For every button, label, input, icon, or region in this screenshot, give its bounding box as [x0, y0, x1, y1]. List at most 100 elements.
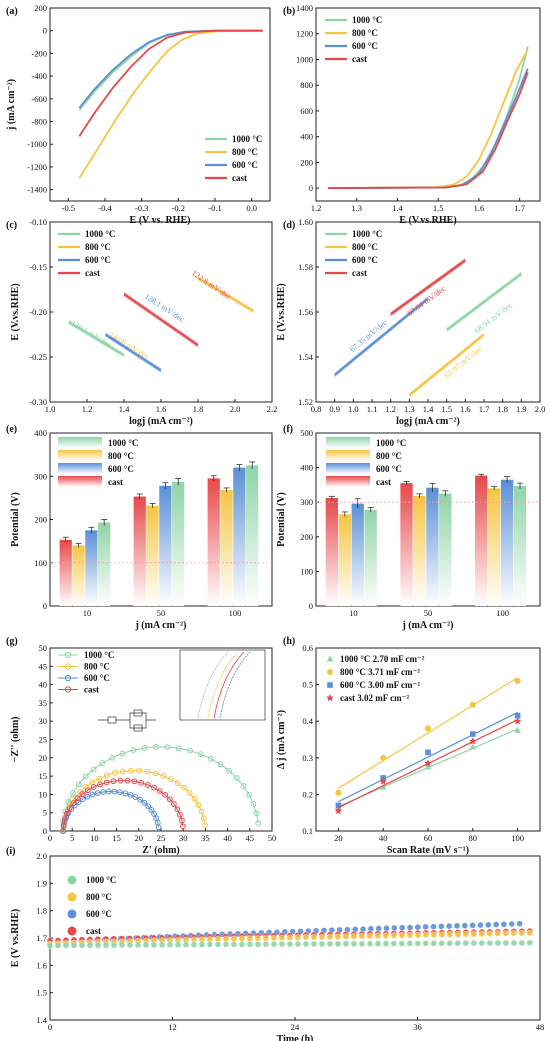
data-point — [103, 772, 110, 779]
y-tick-label: 1200 — [296, 29, 313, 39]
data-point — [131, 778, 138, 785]
data-point — [111, 788, 118, 795]
y-axis-label: E (V vs.RHE) — [10, 909, 21, 967]
legend-b-label: 600 °C — [352, 41, 378, 51]
data-point — [60, 828, 67, 834]
y-tick-label: 2.0 — [36, 851, 47, 861]
data-point — [462, 931, 470, 938]
x-tick-label: 50 — [268, 833, 277, 843]
y-tick-label: 1.60 — [298, 217, 313, 227]
legend-marker — [64, 651, 72, 659]
bar — [487, 488, 501, 606]
legend-tafel-label: 800 °C — [85, 242, 111, 252]
x-tick-label: 1.7 — [514, 203, 525, 213]
legend-tafel-label: 800 °C — [352, 242, 378, 252]
data-point — [379, 783, 387, 790]
inset-curve — [197, 651, 229, 719]
bar — [98, 522, 111, 606]
data-point — [461, 922, 468, 929]
legend-label: cast — [376, 477, 391, 487]
x-tick-label: 50 — [157, 608, 166, 618]
slope-annotation: 138.1 mV/dec — [143, 292, 186, 324]
bar — [513, 485, 527, 606]
inset-curve — [213, 651, 245, 719]
data-point — [518, 930, 525, 937]
data-point — [60, 822, 67, 828]
y-tick-label: 400 — [34, 428, 47, 438]
tafel-line — [408, 333, 485, 396]
data-point — [110, 778, 117, 785]
data-point — [54, 942, 62, 949]
x-tick-label: -0.2 — [172, 203, 185, 213]
legend-marker — [67, 909, 77, 919]
x-tick-label: 1.2 — [82, 404, 93, 414]
panel-label-h: (h) — [283, 636, 295, 647]
panel-label-i: (i) — [6, 846, 15, 857]
data-point — [110, 941, 118, 949]
y-axis-label: −Z'' (ohm) — [10, 717, 21, 763]
legend-label: cast 3.02 mF cm⁻² — [340, 693, 409, 703]
data-point — [100, 789, 107, 795]
bar — [246, 465, 259, 606]
data-point — [158, 941, 166, 949]
x-tick-label: 1.6 — [460, 404, 471, 414]
data-point — [478, 939, 486, 947]
panel-label-d: (d) — [283, 220, 295, 231]
x-tick-label: 1.9 — [516, 404, 527, 414]
x-tick-label: -0.1 — [208, 203, 221, 213]
data-point — [137, 796, 144, 803]
data-point — [240, 783, 247, 789]
data-point — [486, 930, 494, 938]
data-point — [302, 934, 310, 941]
data-point — [206, 941, 214, 948]
data-point — [96, 775, 103, 782]
tafel-line — [409, 335, 485, 398]
data-point — [119, 750, 126, 757]
y-tick-label: 100 — [300, 566, 313, 576]
data-point — [198, 808, 205, 815]
y-tick-label: 0.4 — [302, 716, 313, 726]
data-point — [155, 824, 162, 831]
bar — [400, 483, 413, 606]
data-point — [494, 939, 502, 947]
data-point — [82, 773, 89, 780]
y-tick-label: 1.56 — [298, 307, 313, 317]
y-tick-label: 1.9 — [36, 878, 47, 888]
data-point — [246, 941, 254, 948]
data-point — [390, 940, 398, 947]
tafel-line — [197, 278, 254, 313]
y-tick-label: -1400 — [27, 185, 47, 195]
data-point — [84, 793, 91, 800]
tafel-line — [68, 321, 125, 356]
data-point — [178, 817, 185, 824]
data-point — [470, 731, 476, 737]
data-point — [358, 940, 366, 947]
y-tick-label: 1.7 — [36, 933, 47, 943]
data-point — [105, 788, 112, 795]
x-tick-label: 1.4 — [423, 404, 434, 414]
slope-annotation: 140.6 mV/dec — [108, 330, 152, 361]
data-point — [74, 795, 81, 802]
data-point — [238, 941, 246, 948]
legend-tafel-label: 600 °C — [85, 255, 111, 265]
y-axis-label: j (mA cm⁻²) — [6, 79, 17, 131]
x-tick-label: -0.4 — [98, 203, 112, 213]
data-point — [502, 930, 510, 937]
plot-frame — [49, 221, 273, 403]
data-point — [414, 931, 422, 939]
data-point — [79, 791, 86, 797]
data-point — [326, 933, 334, 941]
legend-swatch — [58, 437, 102, 448]
legend-marker — [327, 669, 333, 675]
plot-frame — [49, 7, 271, 202]
data-point — [508, 920, 515, 928]
data-point — [162, 791, 169, 798]
data-point — [374, 932, 382, 940]
data-point — [270, 940, 278, 948]
inset-frame — [179, 649, 266, 721]
data-point — [150, 941, 158, 949]
x-tick-label: 10 — [90, 833, 99, 843]
data-point — [122, 790, 129, 797]
semicircle-line — [62, 779, 184, 832]
tafel-line — [105, 335, 162, 373]
